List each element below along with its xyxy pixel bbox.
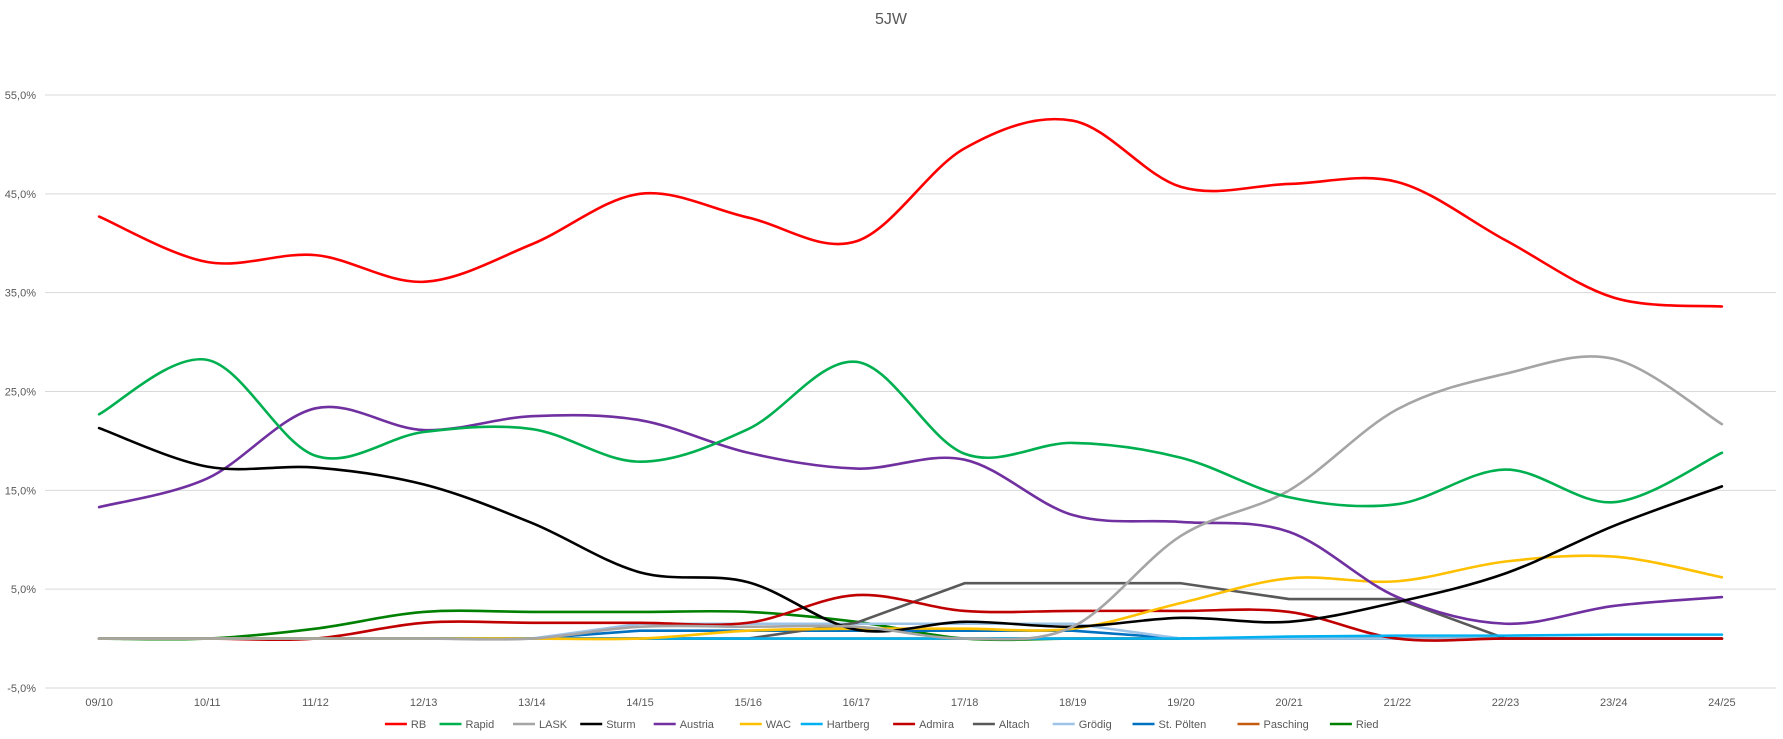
legend-item[interactable]: RB <box>384 719 426 731</box>
series-line-admira <box>97 593 1724 642</box>
x-tick-label: 20/21 <box>1275 697 1303 709</box>
series-line-rb <box>97 117 1724 308</box>
legend-label: Sturm <box>606 719 635 731</box>
x-tick-label: 17/18 <box>951 697 979 709</box>
x-tick-label: 10/11 <box>194 697 221 709</box>
y-tick-label: 55,0% <box>5 90 36 102</box>
legend-label: Austria <box>680 719 715 731</box>
series-lines <box>97 117 1724 642</box>
legend-label: Pasching <box>1264 719 1309 731</box>
series-line-wac <box>97 554 1724 641</box>
y-tick-label: -5,0% <box>7 683 36 695</box>
series-line-rapid <box>97 358 1724 508</box>
series-line-sturm <box>97 426 1724 633</box>
legend-label: Hartberg <box>827 719 870 731</box>
x-tick-label: 21/22 <box>1384 697 1412 709</box>
x-tick-label: 19/20 <box>1167 697 1195 709</box>
y-tick-label: 35,0% <box>5 288 36 300</box>
legend-item[interactable]: Austria <box>653 719 715 731</box>
x-tick-label: 24/25 <box>1708 697 1736 709</box>
gridlines <box>45 94 1776 689</box>
legend-item[interactable]: Rapid <box>439 719 495 731</box>
x-tick-label: 15/16 <box>734 697 762 709</box>
series-line-lask <box>97 355 1724 641</box>
legend-item[interactable]: Altach <box>972 719 1030 731</box>
legend-item[interactable]: Sturm <box>580 719 636 731</box>
legend-label: Ried <box>1356 719 1379 731</box>
legend-label: Altach <box>999 719 1030 731</box>
legend[interactable]: RB Rapid LASK Sturm Austria WAC Hartberg Admira… <box>384 719 1379 731</box>
x-tick-label: 23/24 <box>1600 697 1628 709</box>
series-line-austria <box>97 405 1724 626</box>
legend-item[interactable]: Ried <box>1329 719 1379 731</box>
y-axis-ticks: -5,0% 5,0% 15,0% 25,0% 35,0% 45,0% 55,0% <box>5 90 36 695</box>
legend-item[interactable]: St. Pölten <box>1132 719 1207 731</box>
legend-label: Grödig <box>1079 719 1112 731</box>
legend-item[interactable]: Grödig <box>1052 719 1112 731</box>
legend-label: Admira <box>919 719 955 731</box>
legend-label: LASK <box>539 719 568 731</box>
legend-item[interactable]: WAC <box>739 719 791 731</box>
legend-label: WAC <box>766 719 791 731</box>
x-tick-label: 13/14 <box>518 697 546 709</box>
x-tick-label: 09/10 <box>85 697 113 709</box>
legend-label: St. Pölten <box>1159 719 1207 731</box>
y-tick-label: 5,0% <box>11 584 36 596</box>
legend-item[interactable]: Admira <box>893 719 955 731</box>
x-tick-label: 12/13 <box>410 697 438 709</box>
legend-item[interactable]: LASK <box>513 719 568 731</box>
y-tick-label: 25,0% <box>5 387 36 399</box>
legend-label: Rapid <box>466 719 495 731</box>
legend-label: RB <box>411 719 426 731</box>
y-tick-label: 45,0% <box>5 189 36 201</box>
x-tick-label: 14/15 <box>626 697 654 709</box>
chart-title: 5JW <box>875 11 908 28</box>
x-tick-label: 16/17 <box>843 697 871 709</box>
x-tick-label: 22/23 <box>1492 697 1520 709</box>
x-axis-ticks: 09/10 10/11 11/12 12/13 13/14 14/15 15/16 16/17… <box>85 697 1735 709</box>
y-tick-label: 15,0% <box>5 485 36 497</box>
legend-item[interactable]: Hartberg <box>800 719 870 731</box>
x-tick-label: 11/12 <box>302 697 329 709</box>
x-tick-label: 18/19 <box>1059 697 1087 709</box>
legend-item[interactable]: Pasching <box>1237 719 1309 731</box>
